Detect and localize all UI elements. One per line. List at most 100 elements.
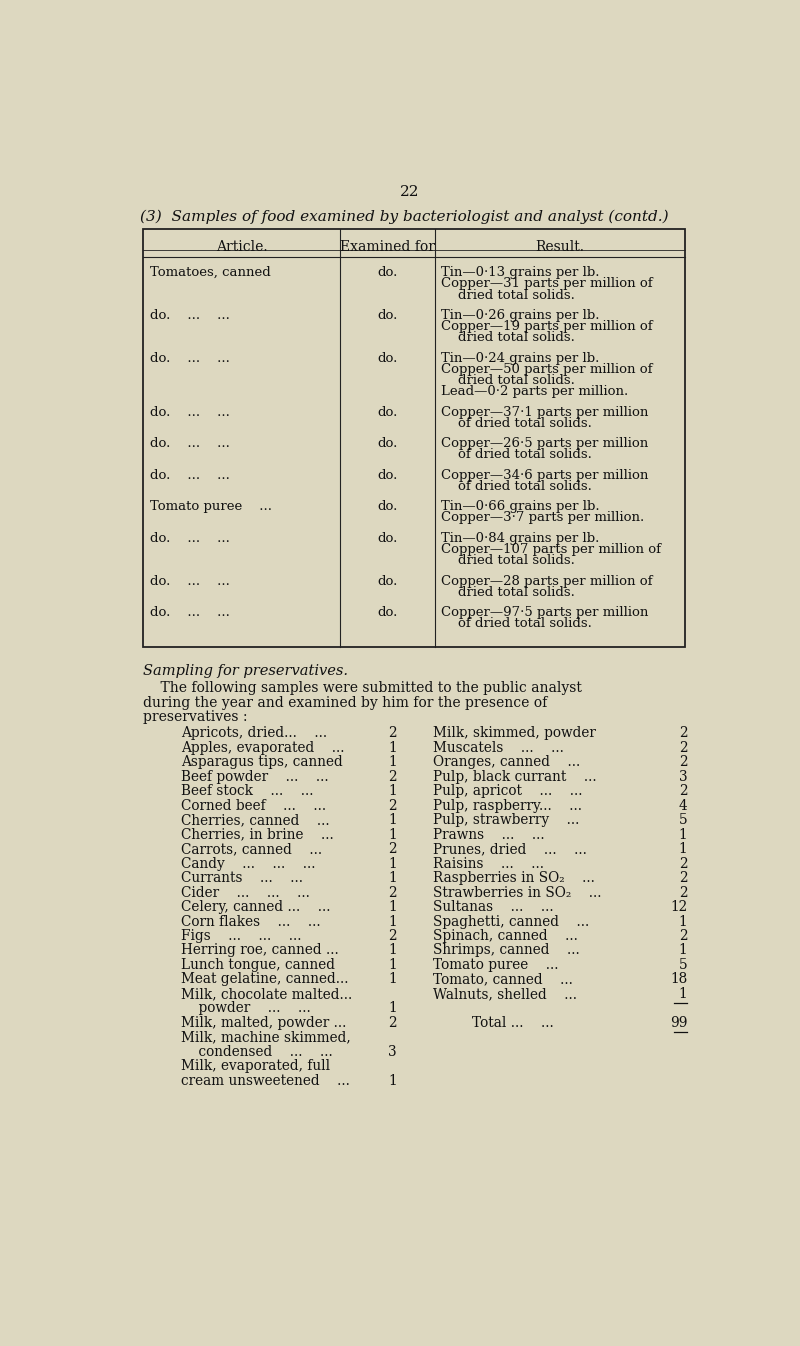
Text: preservatives :: preservatives : <box>142 711 247 724</box>
Text: do.    ...    ...: do. ... ... <box>150 575 230 588</box>
Text: do.    ...    ...: do. ... ... <box>150 606 230 619</box>
Text: 1: 1 <box>388 900 397 914</box>
Text: 2: 2 <box>388 798 397 813</box>
Text: Result.: Result. <box>535 240 585 254</box>
Text: Corned beef    ...    ...: Corned beef ... ... <box>182 798 326 813</box>
Text: Prunes, dried    ...    ...: Prunes, dried ... ... <box>434 843 587 856</box>
Text: The following samples were submitted to the public analyst: The following samples were submitted to … <box>142 681 582 695</box>
Text: Tomato, canned    ...: Tomato, canned ... <box>434 972 573 987</box>
Text: do.: do. <box>378 468 398 482</box>
Text: Milk, machine skimmed,: Milk, machine skimmed, <box>182 1030 351 1044</box>
Text: 1: 1 <box>388 1074 397 1088</box>
Text: Spinach, canned    ...: Spinach, canned ... <box>434 929 578 944</box>
Text: Total ...    ...: Total ... ... <box>472 1016 554 1030</box>
Text: 3: 3 <box>679 770 687 783</box>
Text: dried total solids.: dried total solids. <box>441 331 575 345</box>
Text: Meat gelatine, canned...: Meat gelatine, canned... <box>182 972 349 987</box>
Text: Spaghetti, canned    ...: Spaghetti, canned ... <box>434 914 590 929</box>
Text: 2: 2 <box>679 929 687 944</box>
Text: Pulp, black currant    ...: Pulp, black currant ... <box>434 770 597 783</box>
Text: Beef powder    ...    ...: Beef powder ... ... <box>182 770 329 783</box>
Text: 2: 2 <box>388 770 397 783</box>
Text: 1: 1 <box>388 944 397 957</box>
Text: Milk, chocolate malted...: Milk, chocolate malted... <box>182 987 353 1001</box>
Text: 1: 1 <box>388 972 397 987</box>
Text: 1: 1 <box>388 813 397 828</box>
Text: Cider    ...    ...    ...: Cider ... ... ... <box>182 886 310 899</box>
Text: 99: 99 <box>670 1016 687 1030</box>
Text: Tin—0·26 grains per lb.: Tin—0·26 grains per lb. <box>441 310 599 322</box>
Text: do.: do. <box>378 532 398 545</box>
Text: Celery, canned ...    ...: Celery, canned ... ... <box>182 900 331 914</box>
Text: 2: 2 <box>388 843 397 856</box>
Text: Lead—0·2 parts per million.: Lead—0·2 parts per million. <box>441 385 628 398</box>
Text: do.: do. <box>378 501 398 513</box>
Text: Raisins    ...    ...: Raisins ... ... <box>434 856 544 871</box>
Text: of dried total solids.: of dried total solids. <box>441 618 592 630</box>
Text: Copper—28 parts per million of: Copper—28 parts per million of <box>441 575 653 588</box>
Text: 5: 5 <box>679 958 687 972</box>
Text: 2: 2 <box>388 929 397 944</box>
Text: 1: 1 <box>679 843 687 856</box>
Text: Tomato puree    ...: Tomato puree ... <box>150 501 272 513</box>
Text: Oranges, canned    ...: Oranges, canned ... <box>434 755 581 770</box>
Text: 5: 5 <box>679 813 687 828</box>
Text: 2: 2 <box>679 871 687 886</box>
Text: Copper—26·5 parts per million: Copper—26·5 parts per million <box>441 437 648 450</box>
Text: dried total solids.: dried total solids. <box>441 288 575 302</box>
Text: Copper—97·5 parts per million: Copper—97·5 parts per million <box>441 606 648 619</box>
Text: do.    ...    ...: do. ... ... <box>150 468 230 482</box>
Text: Tin—0·24 grains per lb.: Tin—0·24 grains per lb. <box>441 351 599 365</box>
Text: do.: do. <box>378 405 398 419</box>
Text: Tomato puree    ...: Tomato puree ... <box>434 958 558 972</box>
Text: Corn flakes    ...    ...: Corn flakes ... ... <box>182 914 321 929</box>
Text: powder    ...    ...: powder ... ... <box>182 1001 311 1015</box>
Text: Carrots, canned    ...: Carrots, canned ... <box>182 843 322 856</box>
Text: 1: 1 <box>679 987 687 1001</box>
Text: Tin—0·66 grains per lb.: Tin—0·66 grains per lb. <box>441 501 600 513</box>
Text: Copper—3·7 parts per million.: Copper—3·7 parts per million. <box>441 511 644 525</box>
Text: Asparagus tips, canned: Asparagus tips, canned <box>182 755 343 770</box>
Text: 4: 4 <box>678 798 687 813</box>
Text: Pulp, raspberry...    ...: Pulp, raspberry... ... <box>434 798 582 813</box>
Text: Copper—37·1 parts per million: Copper—37·1 parts per million <box>441 405 648 419</box>
Text: 22: 22 <box>400 184 420 199</box>
Text: Cherries, in brine    ...: Cherries, in brine ... <box>182 828 334 841</box>
Text: do.: do. <box>378 310 398 322</box>
Text: 3: 3 <box>388 1044 397 1059</box>
Text: Milk, evaporated, full: Milk, evaporated, full <box>182 1059 330 1073</box>
Text: Apples, evaporated    ...: Apples, evaporated ... <box>182 740 345 755</box>
Text: Pulp, apricot    ...    ...: Pulp, apricot ... ... <box>434 785 582 798</box>
Text: 2: 2 <box>679 785 687 798</box>
Text: of dried total solids.: of dried total solids. <box>441 448 592 462</box>
Text: 1: 1 <box>679 828 687 841</box>
Text: 1: 1 <box>679 944 687 957</box>
Text: 1: 1 <box>388 871 397 886</box>
Text: 2: 2 <box>388 1016 397 1030</box>
Text: 1: 1 <box>388 785 397 798</box>
Text: condensed    ...    ...: condensed ... ... <box>182 1044 333 1059</box>
Text: Walnuts, shelled    ...: Walnuts, shelled ... <box>434 987 578 1001</box>
Text: Apricots, dried...    ...: Apricots, dried... ... <box>182 727 327 740</box>
Text: Cherries, canned    ...: Cherries, canned ... <box>182 813 330 828</box>
Text: Milk, malted, powder ...: Milk, malted, powder ... <box>182 1016 346 1030</box>
Text: dried total solids.: dried total solids. <box>441 586 575 599</box>
Text: do.    ...    ...: do. ... ... <box>150 351 230 365</box>
Text: Sultanas    ...    ...: Sultanas ... ... <box>434 900 554 914</box>
Text: Shrimps, canned    ...: Shrimps, canned ... <box>434 944 580 957</box>
Text: do.: do. <box>378 351 398 365</box>
Text: 1: 1 <box>388 755 397 770</box>
Text: do.    ...    ...: do. ... ... <box>150 310 230 322</box>
Text: (3)  Samples of food examined by bacteriologist and analyst (contd.): (3) Samples of food examined by bacterio… <box>140 209 669 223</box>
Text: 1: 1 <box>679 914 687 929</box>
Text: 2: 2 <box>679 740 687 755</box>
Text: Currants    ...    ...: Currants ... ... <box>182 871 303 886</box>
Text: 1: 1 <box>388 914 397 929</box>
Text: do.: do. <box>378 575 398 588</box>
Text: 1: 1 <box>388 740 397 755</box>
Text: cream unsweetened    ...: cream unsweetened ... <box>182 1074 350 1088</box>
Text: Muscatels    ...    ...: Muscatels ... ... <box>434 740 564 755</box>
Text: Prawns    ...    ...: Prawns ... ... <box>434 828 545 841</box>
Text: 18: 18 <box>670 972 687 987</box>
Text: do.: do. <box>378 437 398 450</box>
